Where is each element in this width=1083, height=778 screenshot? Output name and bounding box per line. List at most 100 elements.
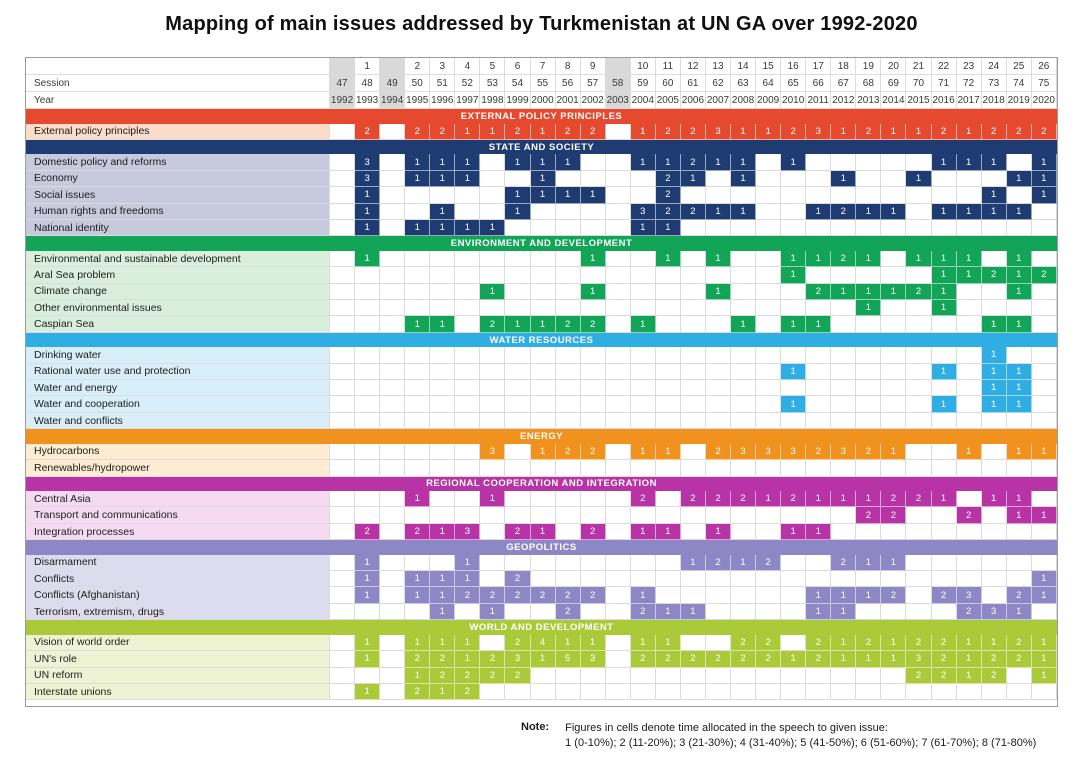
matrix-cell	[580, 412, 606, 430]
matrix-cell: 2	[781, 123, 807, 140]
matrix-cell: 3	[956, 587, 982, 604]
speech-number-cell: 25	[1006, 58, 1032, 75]
matrix-cell: 1	[480, 283, 506, 301]
matrix-cell	[906, 443, 932, 461]
session-cell: 54	[505, 75, 531, 92]
matrix-cell: 1	[856, 250, 882, 268]
matrix-cell: 1	[731, 170, 757, 188]
matrix-cell	[655, 380, 681, 397]
matrix-cell	[831, 316, 857, 333]
matrix-cell	[1031, 363, 1057, 381]
matrix-cell: 2	[1031, 123, 1057, 140]
matrix-cell: 2	[480, 651, 506, 668]
matrix-cell	[530, 460, 556, 477]
matrix-cell: 1	[981, 203, 1007, 220]
matrix-cell: 1	[781, 316, 807, 333]
matrix-cell	[705, 219, 731, 237]
matrix-cell	[480, 507, 506, 524]
matrix-cell	[580, 683, 606, 701]
matrix-cell	[655, 667, 681, 684]
matrix-cell	[405, 412, 431, 430]
section-header: STATE AND SOCIETY	[26, 139, 1057, 155]
matrix-cell	[881, 154, 907, 171]
matrix-cell	[480, 250, 506, 268]
matrix-cell	[630, 283, 656, 301]
matrix-cell	[380, 603, 406, 621]
matrix-cell: 2	[705, 554, 731, 572]
row-label: Drinking water	[26, 347, 330, 364]
matrix-cell: 1	[1006, 491, 1032, 508]
matrix-cell	[655, 267, 681, 284]
matrix-cell: 3	[355, 170, 381, 188]
matrix-cell: 1	[931, 267, 957, 284]
matrix-cell	[580, 347, 606, 364]
matrix-cell	[330, 363, 356, 381]
session-cell: 66	[806, 75, 832, 92]
matrix-cell	[555, 347, 581, 364]
matrix-cell: 2	[981, 123, 1007, 140]
matrix-cell: 1	[981, 491, 1007, 508]
matrix-cell	[430, 507, 456, 524]
matrix-cell: 1	[355, 634, 381, 652]
matrix-cell: 1	[931, 300, 957, 317]
footnote-line-1: Figures in cells denote time allocated i…	[565, 722, 888, 734]
matrix-cell: 1	[981, 363, 1007, 381]
matrix-cell: 1	[981, 316, 1007, 333]
matrix-cell	[981, 170, 1007, 188]
matrix-cell	[455, 380, 481, 397]
matrix-cell: 1	[956, 267, 982, 284]
matrix-cell	[455, 460, 481, 477]
matrix-cell: 1	[355, 187, 381, 204]
matrix-cell	[405, 603, 431, 621]
matrix-cell	[881, 396, 907, 413]
matrix-cell: 1	[405, 170, 431, 188]
year-cell: 2002	[580, 92, 606, 109]
matrix-cell	[981, 683, 1007, 701]
speech-number-cell: 19	[856, 58, 882, 75]
matrix-cell	[856, 571, 882, 588]
matrix-cell	[956, 316, 982, 333]
matrix-cell	[355, 363, 381, 381]
matrix-cell: 1	[480, 603, 506, 621]
matrix-cell	[330, 267, 356, 284]
matrix-cell	[655, 587, 681, 604]
speech-number-cell: 2	[405, 58, 431, 75]
matrix-cell: 1	[1006, 316, 1032, 333]
matrix-cell	[405, 363, 431, 381]
matrix-cell: 2	[680, 123, 706, 140]
matrix-cell: 2	[956, 603, 982, 621]
matrix-cell: 2	[881, 587, 907, 604]
matrix-cell: 1	[555, 154, 581, 171]
matrix-cell	[405, 267, 431, 284]
matrix-cell	[956, 554, 982, 572]
matrix-cell	[756, 300, 782, 317]
matrix-cell: 1	[480, 219, 506, 237]
matrix-cell: 1	[1031, 443, 1057, 461]
matrix-cell	[530, 267, 556, 284]
matrix-cell	[1031, 460, 1057, 477]
row-label: Water and energy	[26, 380, 330, 397]
matrix-cell	[380, 300, 406, 317]
matrix-cell	[355, 316, 381, 333]
year-cell: 2006	[680, 92, 706, 109]
matrix-cell	[655, 460, 681, 477]
matrix-cell: 1	[831, 491, 857, 508]
matrix-cell	[380, 507, 406, 524]
matrix-cell	[881, 347, 907, 364]
matrix-cell: 1	[680, 603, 706, 621]
matrix-cell	[380, 347, 406, 364]
session-cell: 47	[330, 75, 356, 92]
section-header: ENERGY	[26, 429, 1057, 444]
matrix-cell: 3	[705, 123, 731, 140]
matrix-cell	[705, 396, 731, 413]
matrix-cell: 1	[455, 170, 481, 188]
matrix-cell: 2	[555, 123, 581, 140]
matrix-cell: 1	[355, 203, 381, 220]
matrix-cell: 3	[580, 651, 606, 668]
session-cell: 58	[605, 75, 631, 92]
speech-number-cell	[380, 58, 406, 75]
matrix-cell	[555, 380, 581, 397]
matrix-cell	[580, 396, 606, 413]
matrix-cell	[1031, 250, 1057, 268]
issues-heatmap-table: 1 2 3 4 5 6 7 8 9 10 11 12 13 14 15 16 17 18 19 20 21 22 23 24 2…	[25, 57, 1058, 708]
